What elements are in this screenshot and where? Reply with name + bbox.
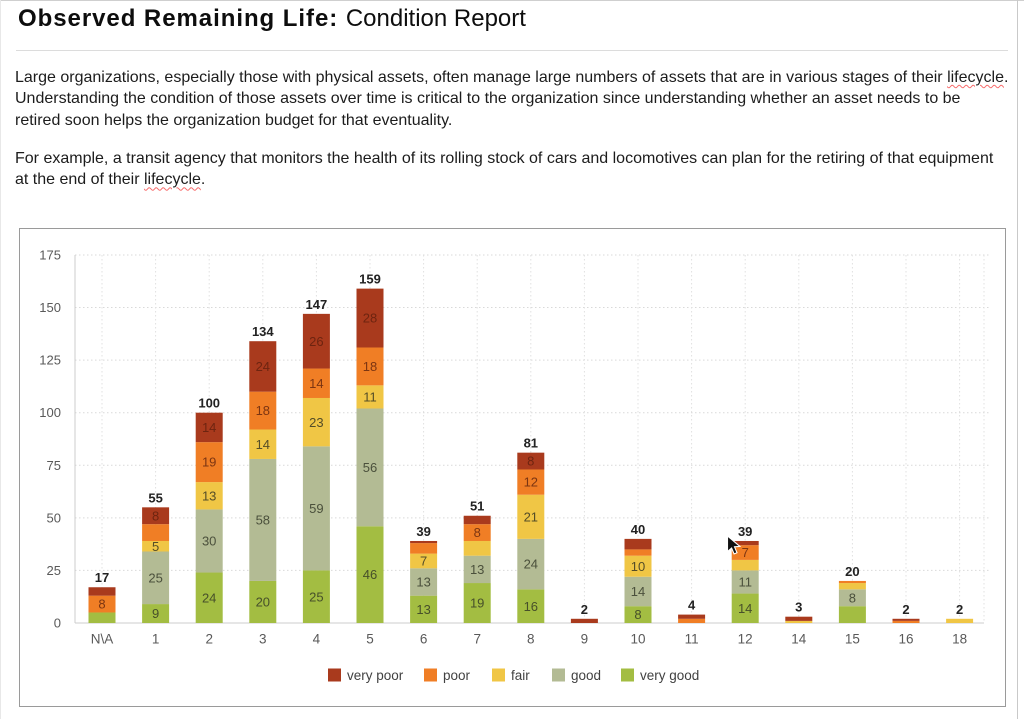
- svg-text:3: 3: [795, 600, 802, 615]
- svg-text:10: 10: [631, 559, 645, 574]
- svg-text:58: 58: [256, 513, 270, 528]
- svg-text:39: 39: [416, 524, 430, 539]
- svg-text:46: 46: [363, 567, 377, 582]
- svg-text:28: 28: [363, 311, 377, 326]
- svg-text:159: 159: [359, 272, 381, 287]
- svg-text:8: 8: [98, 597, 105, 612]
- svg-text:8: 8: [474, 525, 481, 540]
- svg-text:25: 25: [47, 563, 61, 578]
- svg-text:8: 8: [152, 508, 159, 523]
- svg-text:24: 24: [256, 359, 270, 374]
- svg-text:30: 30: [202, 534, 216, 549]
- svg-text:3: 3: [259, 632, 267, 647]
- svg-text:13: 13: [416, 575, 430, 590]
- svg-text:12: 12: [524, 475, 538, 490]
- svg-text:2: 2: [581, 602, 588, 617]
- svg-text:11: 11: [685, 632, 699, 647]
- svg-text:75: 75: [47, 458, 61, 473]
- svg-text:175: 175: [39, 248, 61, 263]
- svg-text:8: 8: [527, 454, 534, 469]
- svg-text:50: 50: [47, 510, 61, 525]
- svg-text:20: 20: [256, 595, 270, 610]
- svg-text:13: 13: [470, 562, 484, 577]
- svg-text:150: 150: [39, 300, 61, 315]
- svg-text:14: 14: [256, 437, 270, 452]
- svg-text:1: 1: [152, 632, 160, 647]
- svg-text:56: 56: [363, 460, 377, 475]
- svg-text:147: 147: [306, 297, 328, 312]
- svg-text:100: 100: [198, 396, 220, 411]
- svg-text:19: 19: [470, 596, 484, 611]
- svg-text:17: 17: [95, 570, 109, 585]
- svg-text:7: 7: [742, 545, 749, 560]
- svg-text:23: 23: [309, 415, 323, 430]
- svg-text:7: 7: [473, 632, 481, 647]
- svg-text:14: 14: [309, 376, 323, 391]
- svg-text:40: 40: [631, 522, 645, 537]
- svg-text:8: 8: [527, 632, 535, 647]
- svg-text:18: 18: [952, 632, 967, 647]
- svg-text:51: 51: [470, 499, 484, 514]
- svg-text:12: 12: [738, 632, 753, 647]
- svg-text:7: 7: [420, 554, 427, 569]
- svg-text:5: 5: [152, 539, 159, 554]
- svg-text:13: 13: [202, 488, 216, 503]
- svg-text:55: 55: [148, 490, 162, 505]
- svg-text:81: 81: [524, 436, 538, 451]
- svg-text:26: 26: [309, 334, 323, 349]
- svg-text:134: 134: [252, 324, 274, 339]
- svg-text:0: 0: [54, 616, 61, 631]
- svg-text:8: 8: [849, 590, 856, 605]
- svg-text:100: 100: [39, 405, 61, 420]
- svg-text:16: 16: [524, 599, 538, 614]
- svg-text:good: good: [571, 668, 601, 683]
- svg-text:125: 125: [39, 353, 61, 368]
- svg-text:very poor: very poor: [347, 668, 404, 683]
- svg-text:6: 6: [420, 632, 428, 647]
- svg-text:N\A: N\A: [91, 632, 114, 647]
- svg-text:poor: poor: [443, 668, 471, 683]
- svg-text:14: 14: [631, 584, 645, 599]
- svg-text:25: 25: [148, 570, 162, 585]
- svg-text:4: 4: [688, 598, 696, 613]
- svg-text:24: 24: [202, 590, 216, 605]
- svg-text:14: 14: [791, 632, 807, 647]
- svg-text:very good: very good: [640, 668, 699, 683]
- svg-text:25: 25: [309, 589, 323, 604]
- svg-text:15: 15: [845, 632, 860, 647]
- svg-text:4: 4: [313, 632, 321, 647]
- svg-text:11: 11: [738, 575, 752, 590]
- svg-text:11: 11: [363, 390, 377, 405]
- svg-text:16: 16: [898, 632, 913, 647]
- svg-text:14: 14: [202, 420, 216, 435]
- svg-text:20: 20: [845, 564, 859, 579]
- svg-text:19: 19: [202, 455, 216, 470]
- svg-text:18: 18: [363, 359, 377, 374]
- svg-text:2: 2: [956, 602, 963, 617]
- svg-text:10: 10: [630, 632, 645, 647]
- svg-text:fair: fair: [511, 668, 530, 683]
- svg-text:8: 8: [634, 607, 641, 622]
- svg-text:24: 24: [524, 557, 538, 572]
- svg-text:14: 14: [738, 601, 752, 616]
- svg-text:59: 59: [309, 501, 323, 516]
- svg-text:13: 13: [416, 602, 430, 617]
- svg-text:18: 18: [256, 403, 270, 418]
- svg-text:9: 9: [152, 606, 159, 621]
- svg-text:2: 2: [205, 632, 213, 647]
- svg-text:21: 21: [524, 509, 538, 524]
- svg-text:5: 5: [366, 632, 374, 647]
- svg-text:39: 39: [738, 524, 752, 539]
- svg-text:2: 2: [902, 602, 909, 617]
- svg-text:9: 9: [581, 632, 589, 647]
